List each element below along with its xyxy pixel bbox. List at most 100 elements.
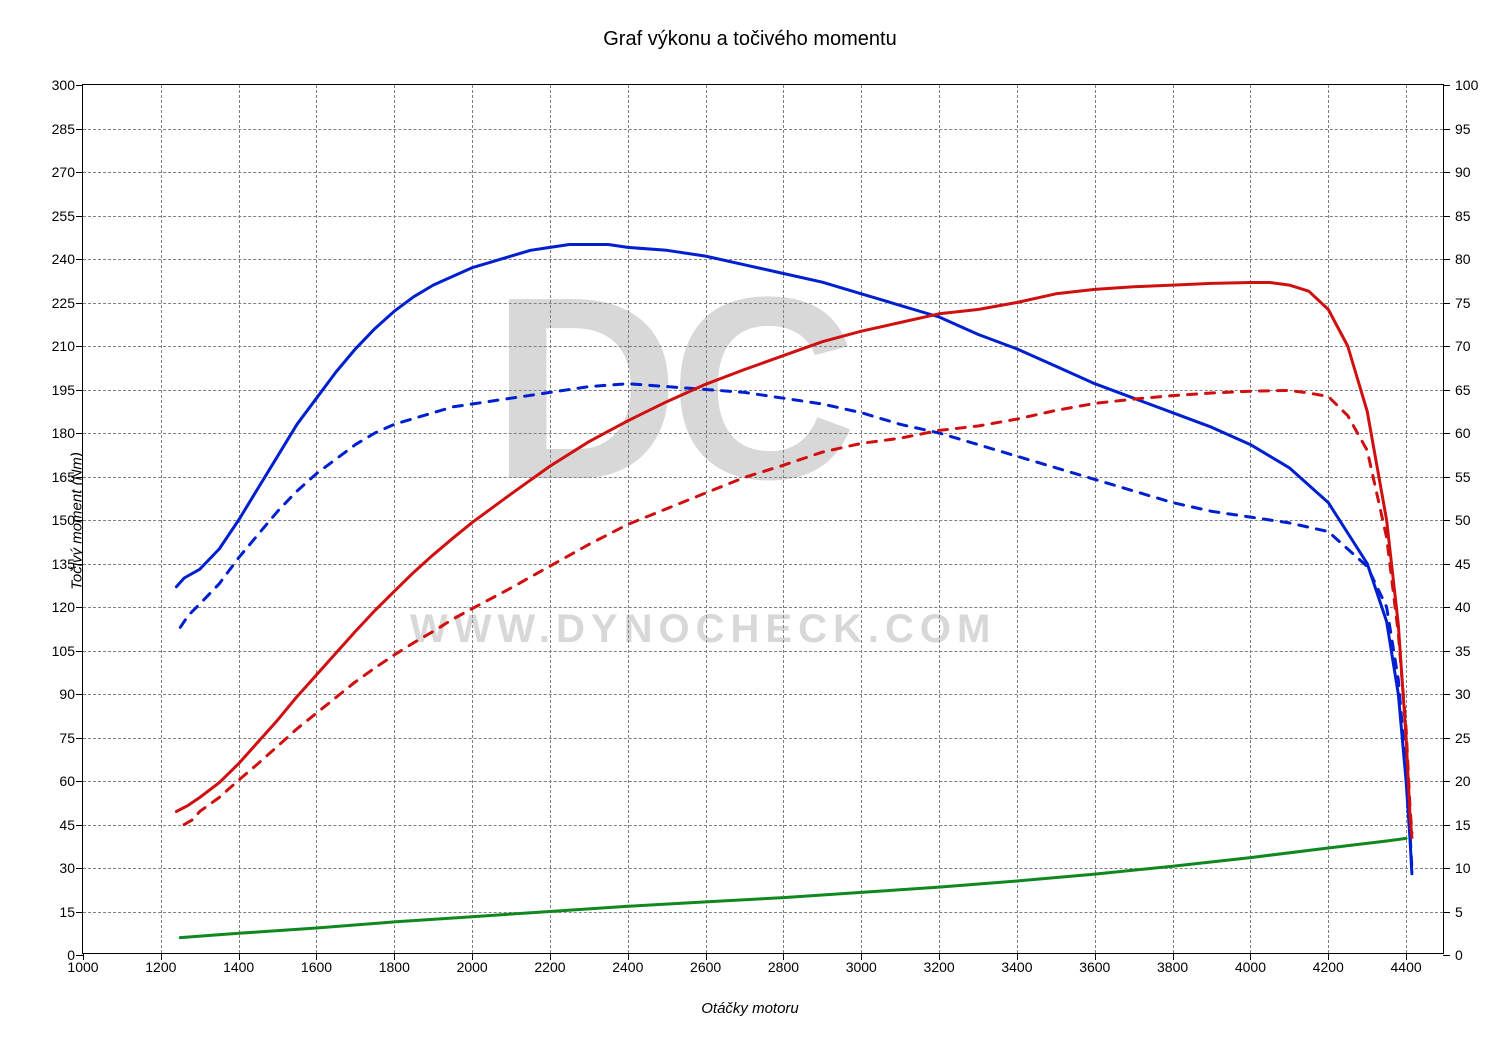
- y-left-tick: [76, 520, 83, 521]
- y-right-tick: [1443, 85, 1450, 86]
- y-right-tick: [1443, 259, 1450, 260]
- y-right-tick-label: 35: [1455, 643, 1471, 659]
- grid-line: [83, 259, 1443, 260]
- y-left-tick: [76, 477, 83, 478]
- y-right-tick: [1443, 781, 1450, 782]
- grid-line: [83, 651, 1443, 652]
- grid-line: [83, 868, 1443, 869]
- y-right-tick-label: 65: [1455, 382, 1471, 398]
- y-right-tick-label: 90: [1455, 164, 1471, 180]
- y-left-tick: [76, 607, 83, 608]
- y-left-tick: [76, 651, 83, 652]
- y-left-tick-label: 255: [33, 208, 75, 224]
- y-left-tick: [76, 564, 83, 565]
- x-tick-label: 4000: [1235, 959, 1266, 975]
- y-right-tick: [1443, 433, 1450, 434]
- plot-area: DC WWW.DYNOCHECK.COM 1000120014001600180…: [82, 84, 1444, 954]
- y-left-tick: [76, 912, 83, 913]
- y-left-tick: [76, 868, 83, 869]
- x-tick-label: 3000: [846, 959, 877, 975]
- y-right-tick: [1443, 651, 1450, 652]
- y-left-tick: [76, 390, 83, 391]
- y-right-tick-label: 50: [1455, 512, 1471, 528]
- grid-line: [83, 129, 1443, 130]
- y-right-tick: [1443, 955, 1450, 956]
- y-right-tick-label: 85: [1455, 208, 1471, 224]
- y-left-tick-label: 15: [33, 904, 75, 920]
- y-left-tick: [76, 433, 83, 434]
- y-left-tick: [76, 85, 83, 86]
- grid-line: [83, 912, 1443, 913]
- grid-line: [83, 172, 1443, 173]
- y-left-tick-label: 165: [33, 469, 75, 485]
- y-right-tick-label: 80: [1455, 251, 1471, 267]
- x-tick-label: 3200: [924, 959, 955, 975]
- x-tick-label: 2600: [690, 959, 721, 975]
- y-right-tick: [1443, 216, 1450, 217]
- y-right-tick: [1443, 172, 1450, 173]
- y-right-tick: [1443, 564, 1450, 565]
- y-left-tick-label: 285: [33, 121, 75, 137]
- x-tick-label: 3600: [1079, 959, 1110, 975]
- y-right-tick-label: 70: [1455, 338, 1471, 354]
- y-left-tick-label: 105: [33, 643, 75, 659]
- x-tick-label: 3400: [1001, 959, 1032, 975]
- grid-line: [83, 781, 1443, 782]
- dyno-chart: Graf výkonu a točivého momentu Točivý mo…: [0, 0, 1500, 1041]
- y-left-tick: [76, 694, 83, 695]
- y-left-tick-label: 0: [33, 947, 75, 963]
- y-right-tick-label: 40: [1455, 599, 1471, 615]
- y-right-tick-label: 30: [1455, 686, 1471, 702]
- x-tick-label: 1800: [379, 959, 410, 975]
- y-left-tick: [76, 825, 83, 826]
- y-right-tick-label: 55: [1455, 469, 1471, 485]
- grid-line: [83, 303, 1443, 304]
- y-left-tick-label: 300: [33, 77, 75, 93]
- y-left-tick-label: 210: [33, 338, 75, 354]
- y-right-tick: [1443, 825, 1450, 826]
- series-power_stock: [184, 390, 1412, 833]
- y-left-tick: [76, 172, 83, 173]
- y-right-tick: [1443, 390, 1450, 391]
- y-left-tick-label: 240: [33, 251, 75, 267]
- y-left-tick-label: 30: [33, 860, 75, 876]
- x-tick-label: 3800: [1157, 959, 1188, 975]
- y-left-tick-label: 60: [33, 773, 75, 789]
- y-left-tick: [76, 738, 83, 739]
- y-left-tick-label: 90: [33, 686, 75, 702]
- x-tick-label: 2800: [768, 959, 799, 975]
- y-right-tick-label: 60: [1455, 425, 1471, 441]
- grid-line: [83, 477, 1443, 478]
- y-right-tick-label: 75: [1455, 295, 1471, 311]
- x-tick-label: 1400: [223, 959, 254, 975]
- grid-line: [83, 738, 1443, 739]
- x-tick-label: 4400: [1391, 959, 1422, 975]
- y-left-tick-label: 45: [33, 817, 75, 833]
- y-left-tick-label: 180: [33, 425, 75, 441]
- y-right-tick: [1443, 520, 1450, 521]
- y-right-tick: [1443, 868, 1450, 869]
- y-right-tick: [1443, 694, 1450, 695]
- y-right-tick-label: 45: [1455, 556, 1471, 572]
- y-left-tick: [76, 259, 83, 260]
- y-left-tick-label: 135: [33, 556, 75, 572]
- y-right-tick-label: 10: [1455, 860, 1471, 876]
- watermark-url: WWW.DYNOCHECK.COM: [410, 607, 996, 652]
- y-left-tick: [76, 955, 83, 956]
- y-right-tick-label: 15: [1455, 817, 1471, 833]
- grid-line: [83, 825, 1443, 826]
- y-right-tick: [1443, 303, 1450, 304]
- grid-line: [83, 216, 1443, 217]
- grid-line: [83, 390, 1443, 391]
- grid-line: [83, 346, 1443, 347]
- y-left-tick-label: 195: [33, 382, 75, 398]
- y-left-tick: [76, 781, 83, 782]
- chart-title: Graf výkonu a točivého momentu: [0, 28, 1500, 51]
- x-tick-label: 1600: [301, 959, 332, 975]
- grid-line: [83, 694, 1443, 695]
- y-right-tick: [1443, 912, 1450, 913]
- y-right-tick-label: 5: [1455, 904, 1463, 920]
- y-left-tick-label: 225: [33, 295, 75, 311]
- y-right-tick-label: 100: [1455, 77, 1478, 93]
- y-left-tick: [76, 303, 83, 304]
